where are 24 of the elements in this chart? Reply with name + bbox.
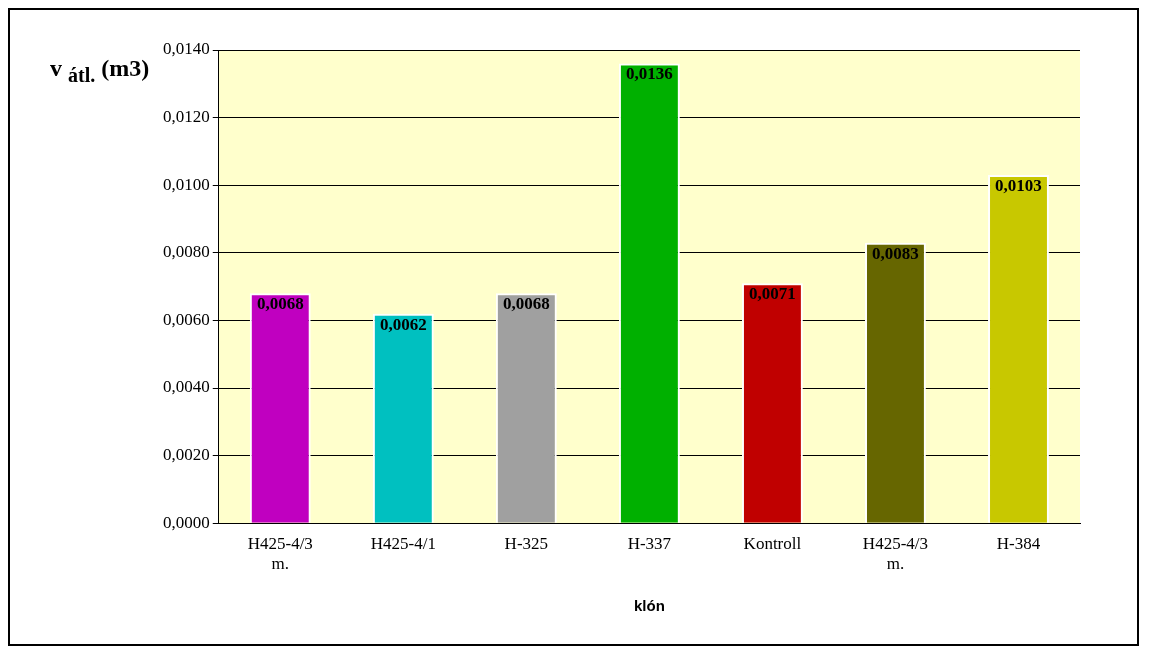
x-tick-label: H-337 <box>627 533 672 553</box>
x-tick-label: H425-4/3 m. <box>862 533 929 574</box>
x-tick-label: Kontroll <box>743 533 802 553</box>
data-label: 0,0083 <box>872 243 919 263</box>
x-tick-label: H-325 <box>504 533 549 553</box>
data-label: 0,0068 <box>502 294 550 314</box>
x-tick-label: H425-4/3 m. <box>247 533 313 574</box>
x-tick-label: H-384 <box>996 533 1041 553</box>
data-label: 0,0062 <box>379 314 427 334</box>
data-label: 0,0136 <box>626 64 673 84</box>
data-label: 0,0103 <box>995 175 1042 195</box>
x-tick-label: H425-4/1 <box>370 533 436 553</box>
y-tick-label: 0,0100 <box>163 174 210 194</box>
y-tick-label: 0,0140 <box>163 39 210 59</box>
y-tick-label: 0,0000 <box>163 512 210 532</box>
data-label: 0,0071 <box>749 284 796 304</box>
y-tick-label: 0,0020 <box>163 445 210 465</box>
x-axis-title: klón <box>633 597 665 615</box>
y-tick-label: 0,0040 <box>163 377 210 397</box>
y-axis-title: v $_{átl.}$ (m3) <box>50 55 150 87</box>
y-tick-label: 0,0060 <box>163 309 210 329</box>
y-tick-label: 0,0120 <box>163 107 210 127</box>
data-label: 0,0068 <box>256 294 304 314</box>
y-tick-label: 0,0080 <box>163 242 210 262</box>
